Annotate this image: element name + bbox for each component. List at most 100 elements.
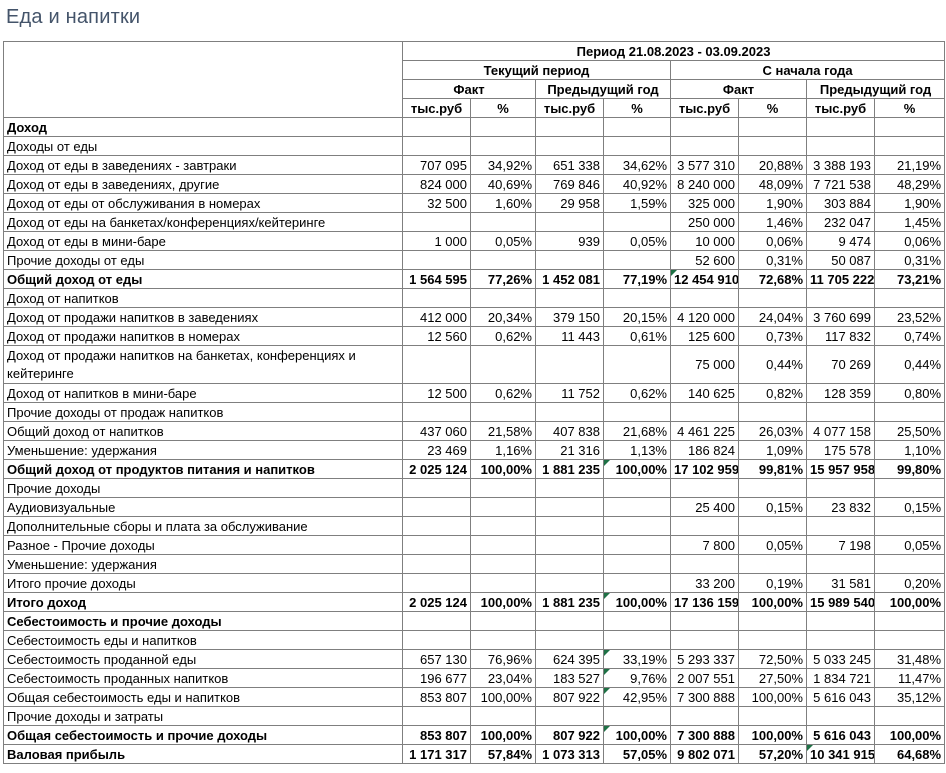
value-cell: 11 752 [535,383,604,403]
value-cell [535,630,604,650]
value-cell: 10 341 915 [806,744,875,764]
value-cell [402,535,471,555]
value-cell: 2 025 124 [402,592,471,612]
value-cell [535,288,604,308]
row-label: Прочие доходы и затраты [3,706,403,726]
row-label: Себестоимость еды и напитков [3,630,403,650]
page-title: Еда и напитки [6,6,141,28]
value-cell [402,573,471,593]
row-label: Доход от еды в заведениях - завтраки [3,155,403,175]
table-row: Дополнительные сборы и плата за обслужив… [3,516,946,536]
value-cell: 32 500 [402,193,471,213]
value-cell: 100,00% [470,459,536,479]
unit-header-2: тыс.руб [535,98,604,118]
value-cell: 23,52% [873,307,946,327]
row-label: Итого прочие доходы [3,573,403,593]
value-cell [402,516,471,536]
error-indicator-icon [807,745,813,751]
value-cell [535,497,604,517]
row-label: Доходы от еды [3,136,403,156]
value-cell: 407 838 [535,421,604,441]
value-cell: 0,05% [873,535,946,555]
value-cell [603,117,671,137]
unit-header-1: % [470,98,536,118]
value-cell [535,250,604,270]
value-cell: 7 300 888 [670,725,739,745]
value-cell [873,706,946,726]
value-cell [535,706,604,726]
value-cell: 4 120 000 [670,307,739,327]
value-cell: 52 600 [670,250,739,270]
value-cell [603,611,671,631]
value-cell: 9 474 [806,231,875,251]
value-cell [470,136,536,156]
value-cell: 48,09% [738,174,807,194]
value-cell: 12 454 910 [670,269,739,289]
value-cell: 50 087 [806,250,875,270]
value-cell: 100,00% [470,592,536,612]
value-cell [738,554,807,574]
table-row: Прочие доходы и затраты [3,706,946,726]
value-cell: 651 338 [535,155,604,175]
value-cell: 2 025 124 [402,459,471,479]
value-cell: 12 500 [402,383,471,403]
value-cell: 1 881 235 [535,592,604,612]
value-cell: 75 000 [670,345,739,384]
value-cell: 64,68% [873,744,946,764]
value-cell: 72,68% [738,269,807,289]
value-cell [402,478,471,498]
value-cell: 100,00% [603,725,671,745]
value-cell: 5 293 337 [670,649,739,669]
value-cell [738,516,807,536]
value-cell [470,117,536,137]
subgroup-header-1: Предыдущий год [535,79,671,99]
value-cell: 853 807 [402,687,471,707]
value-cell: 100,00% [873,592,946,612]
value-cell: 1,46% [738,212,807,232]
value-cell: 99,80% [873,459,946,479]
value-cell [603,573,671,593]
value-cell [806,478,875,498]
value-cell: 939 [535,231,604,251]
subgroup-header-3: Предыдущий год [805,79,946,99]
value-cell: 1,09% [738,440,807,460]
value-cell [738,117,807,137]
value-cell: 31 581 [806,573,875,593]
value-cell: 1 171 317 [402,744,471,764]
table-row: Итого доход 2 025 124 100,00% 1 881 235 100,… [3,592,946,612]
value-cell [873,516,946,536]
value-cell: 5 616 043 [806,725,875,745]
table-row: Общий доход от еды 1 564 595 77,26% 1 452 0… [3,269,946,289]
value-cell [470,212,536,232]
value-cell [535,402,604,422]
value-cell: 25,50% [873,421,946,441]
value-cell [470,630,536,650]
value-cell [535,478,604,498]
row-label: Общий доход от продуктов питания и напит… [3,459,403,479]
table-row: Доход от еды в заведениях, другие 824 000… [3,174,946,194]
value-cell: 100,00% [603,592,671,612]
value-cell: 379 150 [535,307,604,327]
value-cell: 624 395 [535,649,604,669]
row-label: Доход от продажи напитков в заведениях [3,307,403,327]
row-label: Доход [3,117,403,137]
value-cell: 11 443 [535,326,604,346]
value-cell: 0,31% [873,250,946,270]
table-row: Общая себестоимость и прочие доходы 853 8… [3,725,946,745]
value-cell: 303 884 [806,193,875,213]
value-cell [670,478,739,498]
value-cell [670,402,739,422]
value-cell: 100,00% [738,725,807,745]
value-cell: 99,81% [738,459,807,479]
subgroup-header-0: Факт [402,79,536,99]
value-cell: 1 564 595 [402,269,471,289]
value-cell: 33,19% [603,649,671,669]
value-cell [670,136,739,156]
value-cell: 807 922 [535,725,604,745]
value-cell: 0,44% [873,345,946,384]
value-cell [670,288,739,308]
table-row: Себестоимость проданных напитков 196 677 2… [3,668,946,688]
value-cell: 24,04% [738,307,807,327]
value-cell: 707 095 [402,155,471,175]
